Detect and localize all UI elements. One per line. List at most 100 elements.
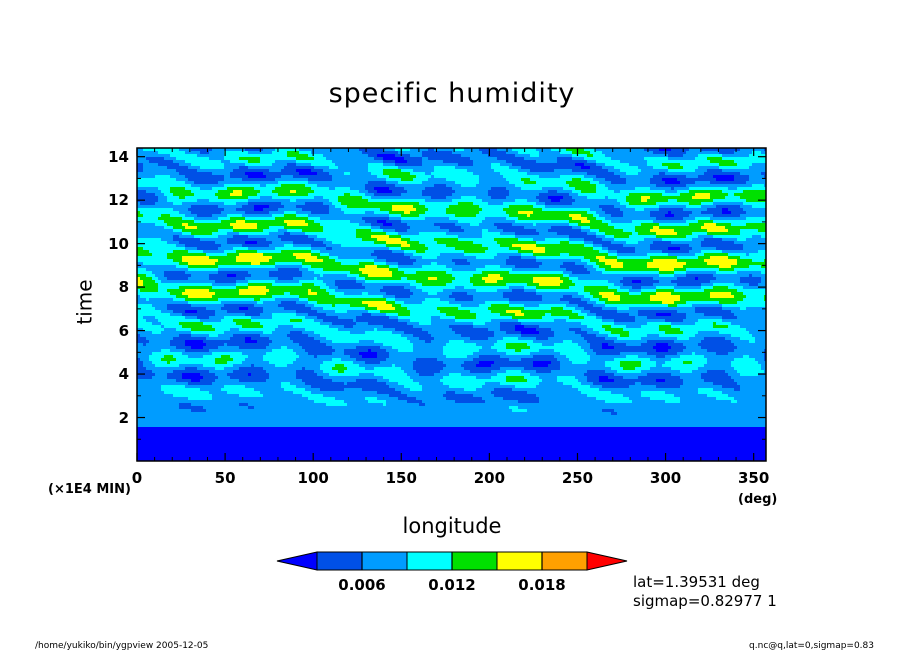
field-cell — [569, 163, 572, 166]
field-cell — [674, 154, 677, 157]
field-cell — [185, 178, 188, 181]
field-cell — [257, 196, 260, 199]
field-cell — [635, 190, 638, 193]
field-cell — [245, 172, 248, 175]
field-cell — [467, 193, 470, 196]
field-cell — [404, 196, 407, 199]
field-cell — [203, 154, 206, 157]
field-cell — [644, 154, 647, 157]
field-cell — [665, 184, 668, 187]
field-cell — [494, 184, 497, 187]
field-cell — [740, 208, 743, 211]
field-cell — [434, 181, 437, 184]
field-cell — [602, 217, 605, 220]
field-cell — [425, 202, 428, 205]
field-cell — [269, 163, 272, 166]
field-cell — [761, 190, 764, 193]
field-cell — [506, 166, 509, 169]
field-cell — [512, 193, 515, 196]
field-cell — [524, 217, 527, 220]
field-cell — [137, 178, 140, 181]
field-cell — [599, 199, 602, 202]
field-cell — [425, 181, 428, 184]
field-cell — [473, 169, 476, 172]
field-cell — [356, 208, 359, 211]
field-cell — [320, 208, 323, 211]
field-cell — [323, 184, 326, 187]
field-cell — [296, 187, 299, 190]
field-cell — [275, 157, 278, 160]
field-cell — [137, 211, 140, 214]
field-cell — [506, 157, 509, 160]
field-cell — [455, 175, 458, 178]
field-cell — [407, 202, 410, 205]
field-cell — [752, 181, 755, 184]
field-cell — [470, 199, 473, 202]
field-cell — [710, 211, 713, 214]
field-cell — [305, 148, 308, 151]
field-cell — [704, 214, 707, 217]
field-cell — [233, 214, 236, 217]
field-cell — [653, 193, 656, 196]
field-cell — [449, 211, 452, 214]
field-cell — [617, 178, 620, 181]
field-cell — [443, 169, 446, 172]
field-cell — [326, 208, 329, 211]
field-cell — [416, 202, 419, 205]
field-cell — [476, 160, 479, 163]
field-cell — [587, 175, 590, 178]
field-cell — [632, 172, 635, 175]
field-cell — [596, 199, 599, 202]
field-cell — [206, 208, 209, 211]
field-cell — [455, 208, 458, 211]
field-cell — [689, 202, 692, 205]
field-cell — [278, 151, 281, 154]
field-cell — [497, 199, 500, 202]
field-cell — [233, 187, 236, 190]
field-cell — [722, 196, 725, 199]
field-cell — [563, 184, 566, 187]
field-cell — [386, 196, 389, 199]
field-cell — [731, 190, 734, 193]
field-cell — [425, 172, 428, 175]
field-cell — [353, 172, 356, 175]
field-cell — [170, 205, 173, 208]
field-cell — [527, 157, 530, 160]
field-cell — [257, 175, 260, 178]
field-cell — [302, 196, 305, 199]
field-cell — [485, 151, 488, 154]
field-cell — [578, 211, 581, 214]
field-cell — [368, 181, 371, 184]
field-cell — [545, 214, 548, 217]
field-cell — [467, 214, 470, 217]
field-cell — [647, 178, 650, 181]
field-cell — [203, 214, 206, 217]
field-cell — [764, 151, 766, 154]
field-cell — [185, 172, 188, 175]
field-cell — [431, 196, 434, 199]
field-cell — [149, 208, 152, 211]
field-cell — [650, 193, 653, 196]
field-cell — [230, 211, 233, 214]
field-cell — [137, 148, 140, 151]
field-cell — [527, 172, 530, 175]
field-cell — [323, 214, 326, 217]
field-cell — [623, 163, 626, 166]
field-cell — [587, 187, 590, 190]
field-cell — [320, 199, 323, 202]
field-cell — [659, 166, 662, 169]
field-cell — [245, 148, 248, 151]
field-cell — [206, 190, 209, 193]
field-cell — [293, 157, 296, 160]
field-cell — [764, 166, 766, 169]
field-cell — [191, 148, 194, 151]
field-cell — [221, 196, 224, 199]
field-cell — [479, 187, 482, 190]
field-cell — [593, 196, 596, 199]
field-cell — [320, 166, 323, 169]
field-cell — [296, 193, 299, 196]
field-cell — [443, 193, 446, 196]
field-cell — [314, 184, 317, 187]
field-cell — [143, 160, 146, 163]
field-cell — [332, 160, 335, 163]
